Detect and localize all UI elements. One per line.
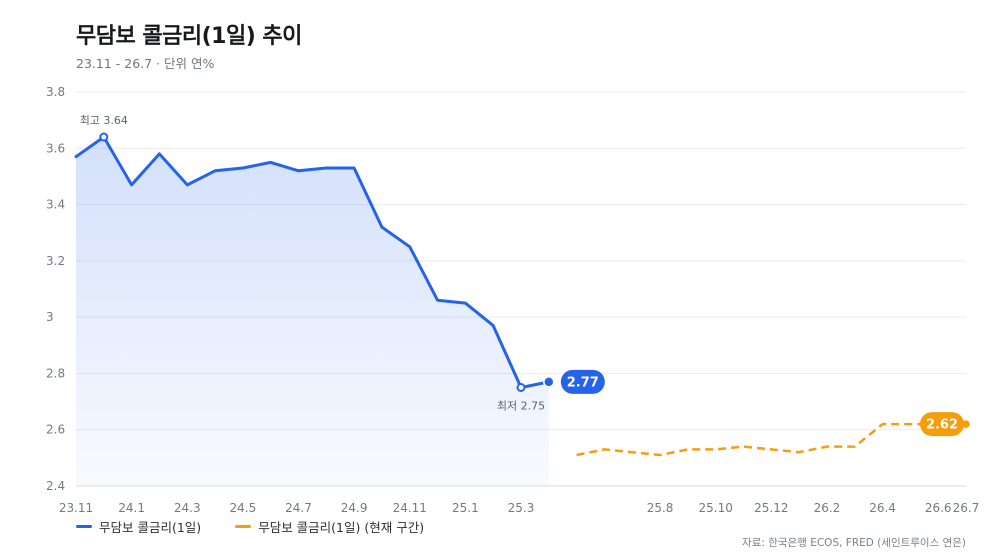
x-tick-label: 26.4 <box>869 501 896 515</box>
x-tick-label: 25.10 <box>699 501 733 515</box>
chart-title: 무담보 콜금리(1일) 추이 <box>76 24 302 49</box>
x-tick-label: 25.12 <box>754 501 788 515</box>
x-tick-label: 26.2 <box>814 501 841 515</box>
series-group <box>74 135 966 486</box>
last-point-actual <box>543 376 555 388</box>
source-note: 자료: 한국은행 ECOS, FRED (세인트루이스 연은) <box>742 537 966 549</box>
legend-label-actual: 무담보 콜금리(1일) <box>99 520 202 535</box>
y-tick-label: 2.8 <box>46 366 65 380</box>
last-value-label-current: 2.62 <box>926 418 958 433</box>
legend-swatch-actual <box>76 525 92 528</box>
legend-item-actual[interactable]: 무담보 콜금리(1일) <box>76 517 201 536</box>
last-value-badge-actual <box>560 369 605 394</box>
legend: 무담보 콜금리(1일) 무담보 콜금리(1일) (현재 구간) <box>76 517 424 536</box>
y-tick-label: 2.4 <box>46 479 65 493</box>
x-tick-label: 24.11 <box>393 501 427 515</box>
min-point-marker <box>516 383 526 392</box>
x-tick-label: 24.3 <box>174 501 201 515</box>
legend-label-current: 무담보 콜금리(1일) (현재 구간) <box>258 520 425 535</box>
last-value-badge-current <box>920 412 964 437</box>
legend-swatch-current <box>235 525 252 528</box>
y-tick-label: 3.2 <box>46 254 65 268</box>
y-tick-label: 3.6 <box>46 141 65 155</box>
min-point-label: 최저 2.75 <box>497 400 545 413</box>
x-tick-label: 24.1 <box>118 501 145 515</box>
y-tick-label: 2.6 <box>46 423 65 437</box>
y-tick-label: 3.8 <box>46 85 65 99</box>
x-tick-label: 25.8 <box>647 501 674 515</box>
series-line-current <box>576 422 966 457</box>
y-tick-label: 3 <box>46 310 54 324</box>
series-area-actual <box>76 137 549 486</box>
chart-subtitle: 23.11 - 26.7 · 단위 연% <box>76 56 215 71</box>
x-tick-label: 25.1 <box>452 501 479 515</box>
max-point-label: 최고 3.64 <box>80 114 128 127</box>
x-tick-label: 26.6 <box>925 501 952 515</box>
x-tick-label: 26.7 <box>953 501 980 515</box>
y-axis: 2.4 2.6 2.8 3 3.2 3.4 3.6 3.8 <box>46 85 65 493</box>
x-axis: 23.11 24.1 24.3 24.5 24.7 24.9 24.11 25.1 25.3 25… <box>59 501 980 515</box>
x-tick-label: 24.5 <box>230 501 257 515</box>
max-point-marker <box>99 132 109 142</box>
last-value-label-actual: 2.77 <box>567 375 599 390</box>
x-tick-label: 24.7 <box>285 501 312 515</box>
y-tick-label: 3.4 <box>46 198 65 212</box>
annotations: 최고 3.64 최저 2.75 2.77 2.62 <box>80 114 972 437</box>
x-tick-label: 23.11 <box>59 501 93 515</box>
legend-item-current[interactable]: 무담보 콜금리(1일) (현재 구간) <box>235 517 424 536</box>
x-tick-label: 25.3 <box>508 501 535 515</box>
x-tick-label: 24.9 <box>341 501 368 515</box>
series-line-actual <box>74 135 551 389</box>
